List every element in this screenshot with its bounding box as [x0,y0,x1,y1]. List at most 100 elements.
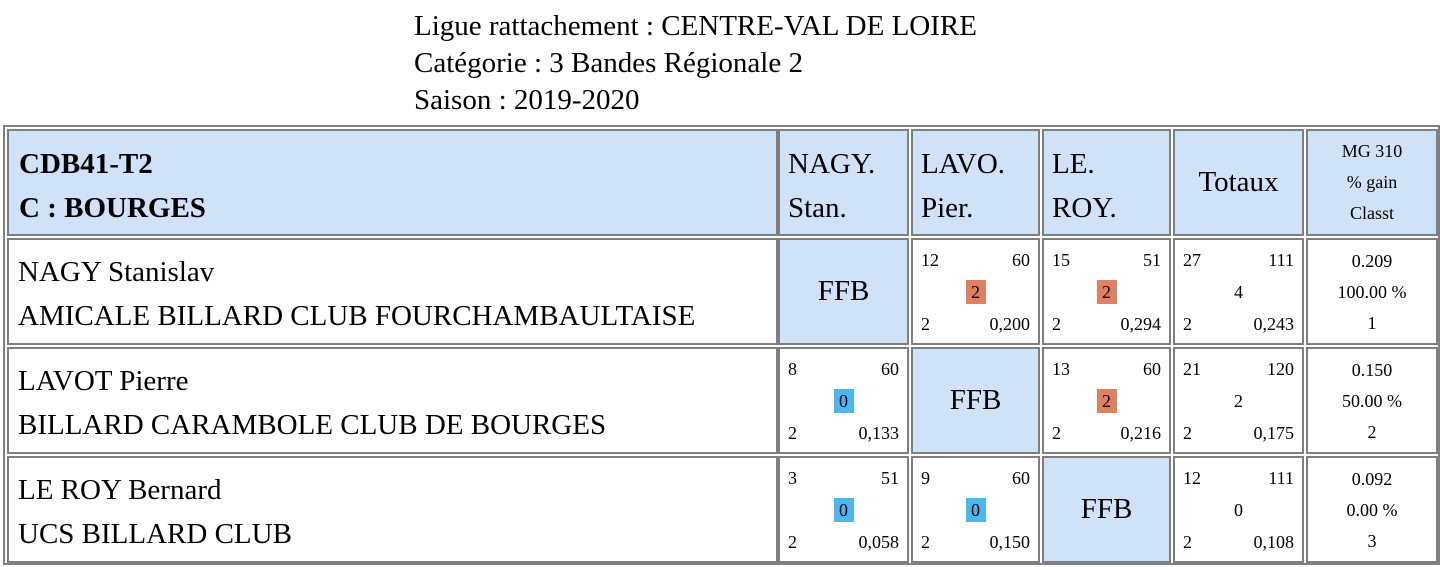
match-score-cell: 8 60 0 2 0,133 [778,347,909,454]
gain-percent: 50.00 % [1342,391,1402,411]
ligue-label: Ligue rattachement : CENTRE-VAL DE LOIRE [414,10,977,42]
match-points-badge: 0 [833,388,854,413]
total-innings: 111 [1268,250,1294,270]
results-table: CDB41-T2 C : BOURGES NAGY. Stan. LAVO. Pier. L… [3,125,1440,565]
total-match-points: 2 [1234,390,1243,411]
total-average: 0,108 [1253,532,1295,552]
ffb-label: FFB [949,384,1002,416]
mg-value: 0.092 [1351,469,1393,489]
serie-value: 2 [1052,423,1061,443]
total-average: 0,243 [1253,314,1295,334]
team-code: CDB41-T2 [19,148,153,180]
opponent-name: LAVO. Pier. [913,131,1038,230]
serie-value: 2 [788,423,797,443]
match-score-cell: 3 51 0 2 0,058 [778,456,909,563]
opponent-name-line1: LE. [1052,148,1095,180]
classt-label: Classt [1349,203,1394,223]
total-points: 21 [1183,359,1201,379]
player-info: LAVOT Pierre BILLARD CARAMBOLE CLUB DE BO… [9,349,776,447]
total-points: 12 [1183,468,1201,488]
best-serie: 2 [1183,423,1192,443]
opponent-column-header-3: LE. ROY. [1042,129,1171,236]
opponent-name-line2: ROY. [1052,192,1117,224]
opponent-name: LE. ROY. [1044,131,1169,230]
serie-value: 2 [921,314,930,334]
innings-count: 51 [881,468,899,488]
player-cell: NAGY Stanislav AMICALE BILLARD CLUB FOURC… [7,238,778,345]
stats-cell: 0.150 50.00 % 2 [1306,347,1438,454]
match-score-cell: 12 60 2 2 0,200 [911,238,1040,345]
player-cell: LAVOT Pierre BILLARD CARAMBOLE CLUB DE BO… [7,347,778,454]
total-match-points: 4 [1234,281,1243,302]
innings-count: 60 [1143,359,1161,379]
team-club: C : BOURGES [19,192,206,224]
player-club: AMICALE BILLARD CLUB FOURCHAMBAULTAISE [18,300,696,332]
ranking: 1 [1367,313,1377,333]
points-made: 13 [1052,359,1070,379]
match-score-cell: 13 60 2 2 0,216 [1042,347,1171,454]
ranking: 3 [1367,531,1377,551]
player-stats: 0.092 0.00 % 3 [1308,458,1436,557]
match-points-badge: 0 [965,497,986,522]
match-score-cell: 9 60 0 2 0,150 [911,456,1040,563]
opponent-name-line1: LAVO. [921,148,1006,180]
innings-count: 51 [1143,250,1161,270]
match-points-badge: 2 [1096,279,1117,304]
innings-count: 60 [881,359,899,379]
total-points: 27 [1183,250,1201,270]
points-made: 12 [921,250,939,270]
ranking: 2 [1367,422,1377,442]
totals-cell: 27 111 4 2 0,243 [1173,238,1304,345]
saison-label: Saison : 2019-2020 [414,84,640,116]
player-name: NAGY Stanislav [18,256,215,288]
total-match-points: 0 [1234,499,1243,520]
team-header-cell: CDB41-T2 C : BOURGES [7,129,778,236]
points-made: 8 [788,359,797,379]
opponent-name-line1: NAGY. [788,148,876,180]
best-serie: 2 [1183,532,1192,552]
player-club: BILLARD CARAMBOLE CLUB DE BOURGES [18,409,607,441]
match-points-badge: 2 [965,279,986,304]
opponent-name-line2: Stan. [788,192,847,224]
serie-value: 2 [788,532,797,552]
player-info: LE ROY Bernard UCS BILLARD CLUB [9,458,776,556]
stats-cell: 0.209 100.00 % 1 [1306,238,1438,345]
mg-header-cell: MG 310 % gain Classt [1306,129,1438,236]
player-name: LE ROY Bernard [18,474,222,506]
categorie-label: Catégorie : 3 Bandes Régionale 2 [414,47,803,79]
page-header: Ligue rattachement : CENTRE-VAL DE LOIRE… [414,8,977,119]
total-innings: 120 [1267,359,1294,379]
serie-value: 2 [921,532,930,552]
player-name: LAVOT Pierre [18,365,189,397]
stats-cell: 0.092 0.00 % 3 [1306,456,1438,563]
match-points-badge: 2 [1096,388,1117,413]
serie-value: 2 [1052,314,1061,334]
gain-percent: 100.00 % [1337,282,1407,302]
totals-cell: 12 111 0 2 0,108 [1173,456,1304,563]
mg-label: MG 310 [1341,141,1403,161]
totals-cell: 21 120 2 2 0,175 [1173,347,1304,454]
totaux-label: Totaux [1198,166,1279,198]
total-innings: 111 [1268,468,1294,488]
self-match-cell: FFB [911,347,1040,454]
points-made: 9 [921,468,930,488]
mg-value: 0.150 [1351,360,1393,380]
player-club: UCS BILLARD CLUB [18,518,292,550]
opponent-name: NAGY. Stan. [780,131,907,230]
totaux-header-cell: Totaux [1173,129,1304,236]
average-value: 0,133 [858,423,900,443]
points-made: 3 [788,468,797,488]
points-made: 15 [1052,250,1070,270]
ffb-label: FFB [817,275,870,307]
opponent-name-line2: Pier. [921,192,974,224]
opponent-column-header-2: LAVO. Pier. [911,129,1040,236]
player-cell: LE ROY Bernard UCS BILLARD CLUB [7,456,778,563]
average-value: 0,150 [989,532,1031,552]
mg-header-labels: MG 310 % gain Classt [1308,131,1436,229]
player-stats: 0.209 100.00 % 1 [1308,240,1436,339]
average-value: 0,294 [1120,314,1162,334]
mg-value: 0.209 [1351,251,1393,271]
gain-label: % gain [1346,172,1398,192]
match-score-cell: 15 51 2 2 0,294 [1042,238,1171,345]
self-match-cell: FFB [1042,456,1171,563]
